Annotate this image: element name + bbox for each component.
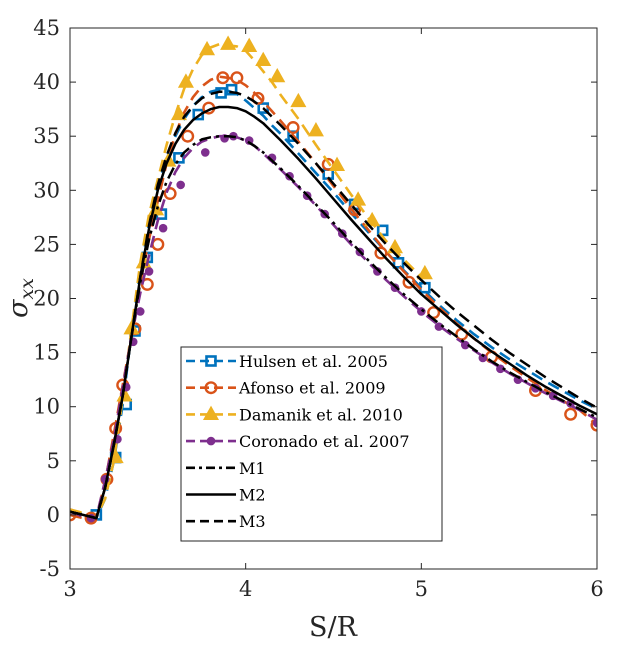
legend-marker xyxy=(206,436,216,446)
legend-label: M2 xyxy=(239,486,266,505)
legend-label: M3 xyxy=(239,512,266,531)
x-tick-label: 3 xyxy=(63,577,76,601)
data-point-afonso-et-al-2009 xyxy=(402,275,416,289)
y-tick-label: 5 xyxy=(47,449,60,473)
data-point-damanik-et-al-2010 xyxy=(290,92,307,108)
legend-entry-m3: M3 xyxy=(186,512,266,531)
data-point-coronado-et-al-2007 xyxy=(144,267,154,276)
y-tick-label: 20 xyxy=(33,287,60,311)
data-point-afonso-et-al-2009 xyxy=(181,129,195,143)
data-point-damanik-et-al-2010 xyxy=(198,40,216,56)
legend: Hulsen et al. 2005 Afonso et al. 2009 Dama… xyxy=(180,346,443,542)
legend-label: Coronado et al. 2007 xyxy=(239,432,410,451)
data-point-hulsen-et-al-2005 xyxy=(225,83,238,96)
data-point-damanik-et-al-2010 xyxy=(307,122,324,137)
data-point-afonso-et-al-2009 xyxy=(230,71,244,85)
data-point-damanik-et-al-2010 xyxy=(177,73,194,88)
data-point-coronado-et-al-2007 xyxy=(478,353,488,363)
series-layer xyxy=(70,35,597,525)
legend-entry-m1: M1 xyxy=(186,459,266,478)
data-point-afonso-et-al-2009 xyxy=(590,418,597,432)
data-point-damanik-et-al-2010 xyxy=(269,67,286,83)
legend-label: Afonso et al. 2009 xyxy=(238,379,386,398)
x-tick-label: 6 xyxy=(590,577,603,601)
x-tick-label: 5 xyxy=(415,577,428,601)
legend-marker xyxy=(205,355,217,367)
data-point-coronado-et-al-2007 xyxy=(496,364,505,374)
series-line-m3 xyxy=(70,90,597,520)
legend-entry-m2: M2 xyxy=(186,486,266,505)
legend-marker xyxy=(202,405,220,420)
data-point-coronado-et-al-2007 xyxy=(592,418,597,428)
series-line-m2 xyxy=(70,105,597,520)
y-tick-label: -5 xyxy=(40,557,60,581)
series-m3 xyxy=(70,90,597,520)
data-point-coronado-et-al-2007 xyxy=(373,267,382,276)
legend-entry-hulsen-et-al-2005: Hulsen et al. 2005 xyxy=(186,352,388,371)
data-point-damanik-et-al-2010 xyxy=(416,264,433,280)
y-axis: -5 0 5 10 15 20 25 30 35 40 45 xyxy=(33,16,597,581)
data-point-coronado-et-al-2007 xyxy=(158,223,168,233)
data-point-damanik-et-al-2010 xyxy=(350,191,367,206)
data-point-afonso-et-al-2009 xyxy=(564,407,578,421)
data-point-damanik-et-al-2010 xyxy=(255,51,272,67)
series-m2 xyxy=(70,105,597,520)
y-axis-title-subscript: xx xyxy=(16,278,38,300)
data-point-hulsen-et-al-2005 xyxy=(192,108,205,121)
data-point-damanik-et-al-2010 xyxy=(170,105,187,121)
data-point-damanik-et-al-2010 xyxy=(220,35,237,50)
legend-label: Damanik et al. 2010 xyxy=(239,405,403,424)
legend-entry-damanik-et-al-2010: Damanik et al. 2010 xyxy=(186,405,403,424)
data-point-damanik-et-al-2010 xyxy=(364,211,381,227)
y-tick-label: 0 xyxy=(47,503,60,527)
y-tick-label: 30 xyxy=(33,178,60,202)
x-axis: 3 4 5 6 xyxy=(63,28,604,601)
y-tick-label: 40 xyxy=(33,70,60,94)
data-point-afonso-et-al-2009 xyxy=(374,246,388,260)
legend-label: Hulsen et al. 2005 xyxy=(239,352,388,371)
data-point-coronado-et-al-2007 xyxy=(135,307,145,316)
x-axis-title: S/R xyxy=(309,612,358,643)
legend-marker xyxy=(204,381,218,395)
data-point-coronado-et-al-2007 xyxy=(417,307,426,316)
data-point-damanik-et-al-2010 xyxy=(241,37,258,52)
data-point-hulsen-et-al-2005 xyxy=(392,256,405,269)
y-axis-title-symbol: σ xyxy=(3,298,34,318)
legend-entry-afonso-et-al-2009: Afonso et al. 2009 xyxy=(186,379,386,398)
y-tick-label: 15 xyxy=(33,341,60,365)
data-point-coronado-et-al-2007 xyxy=(460,340,470,350)
data-point-afonso-et-al-2009 xyxy=(163,187,177,201)
legend-entry-coronado-et-al-2007: Coronado et al. 2007 xyxy=(186,432,410,451)
data-point-afonso-et-al-2009 xyxy=(251,91,265,105)
x-tick-label: 4 xyxy=(239,577,252,601)
legend-label: M1 xyxy=(239,459,266,478)
data-point-afonso-et-al-2009 xyxy=(286,121,300,135)
data-point-coronado-et-al-2007 xyxy=(434,322,444,331)
y-tick-label: 45 xyxy=(33,16,60,40)
y-tick-label: 10 xyxy=(33,395,60,419)
data-point-coronado-et-al-2007 xyxy=(176,180,185,190)
data-point-coronado-et-al-2007 xyxy=(200,148,210,157)
y-tick-label: 35 xyxy=(33,124,60,148)
data-point-damanik-et-al-2010 xyxy=(328,156,346,172)
y-axis-title: σxx xyxy=(3,278,38,318)
data-point-afonso-et-al-2009 xyxy=(216,71,230,85)
y-tick-label: 25 xyxy=(33,232,60,256)
legend-box xyxy=(180,346,443,542)
